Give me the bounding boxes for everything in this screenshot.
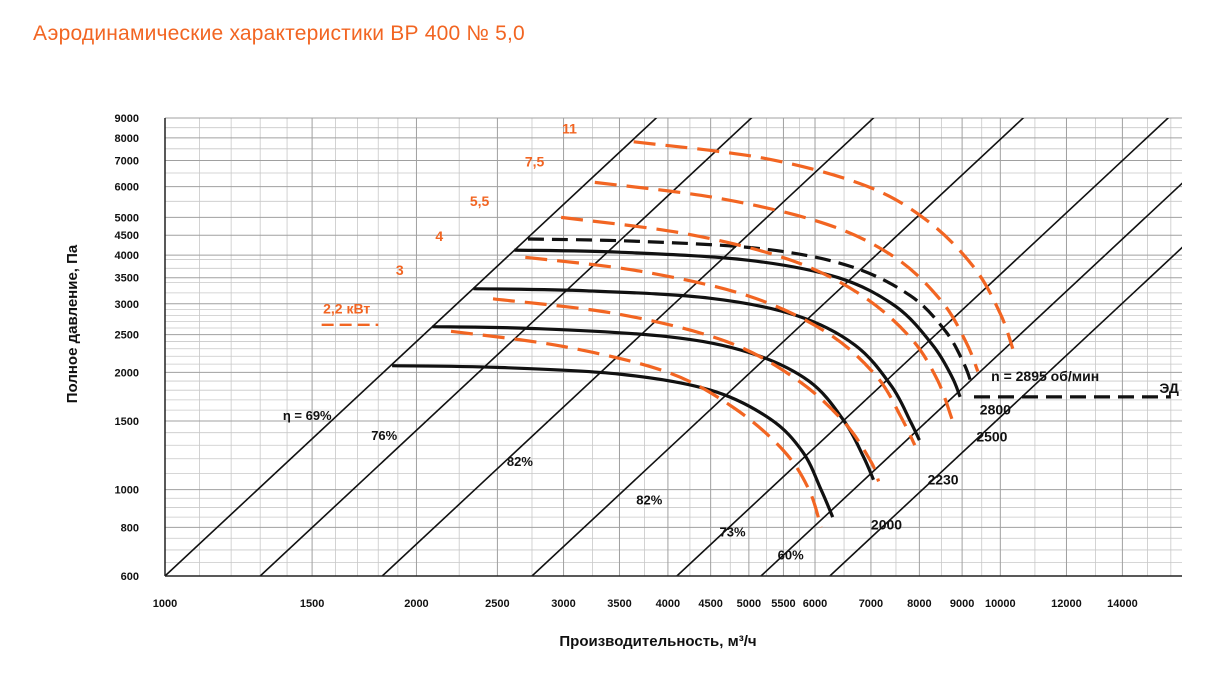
y-tick-label: 1000 <box>115 485 139 497</box>
axes: 1000 1500 2000 2500 3000 3500 4000 4500 5000 5500… <box>115 113 1182 610</box>
y-tick-label: 1500 <box>115 416 139 428</box>
efficiency-line <box>165 118 658 576</box>
power-curve-7-5 <box>594 180 980 373</box>
efficiency-label: 76% <box>371 428 397 443</box>
y-tick-label: 3500 <box>115 273 139 285</box>
speed-label: 2000 <box>871 516 902 532</box>
x-tick-label: 10000 <box>985 598 1016 610</box>
efficiency-line <box>676 118 1170 576</box>
power-label: 11 <box>562 121 577 137</box>
y-axis-label: Полное давление, Па <box>64 244 81 403</box>
page-title: Аэродинамические характеристики ВР 400 №… <box>33 22 525 45</box>
x-tick-label: 12000 <box>1051 598 1082 610</box>
y-tick-label: 4500 <box>115 230 139 242</box>
y-tick-label: 7000 <box>115 156 139 168</box>
y-tick-label: 2500 <box>115 330 139 342</box>
efficiency-lines <box>165 118 1182 576</box>
efficiency-line <box>259 118 753 576</box>
x-axis-label: Производительность, м³/ч <box>559 633 756 650</box>
efficiency-label: 60% <box>778 547 804 562</box>
speed-label: n = 2895 об/мин <box>991 368 1099 384</box>
x-tick-label: 5500 <box>771 598 795 610</box>
y-tick-label: 6000 <box>115 182 139 194</box>
power-label: 5,5 <box>470 193 490 209</box>
y-tick-label: 600 <box>121 571 139 583</box>
power-label: 2,2 кВт <box>323 301 370 317</box>
power-curve-11 <box>633 140 1015 350</box>
x-tick-label: 8000 <box>907 598 931 610</box>
x-tick-label: 9000 <box>950 598 974 610</box>
y-tick-label: 9000 <box>115 113 139 125</box>
efficiency-label: 82% <box>507 454 533 469</box>
y-tick-label: 3000 <box>115 299 139 311</box>
x-tick-label: 2500 <box>485 598 509 610</box>
efficiency-line <box>381 118 875 576</box>
efficiency-line <box>760 182 1182 576</box>
x-tick-label: 6000 <box>803 598 827 610</box>
speed-label: 2230 <box>927 472 958 488</box>
efficiency-label: η = 69% <box>283 408 332 423</box>
x-tick-label: 4500 <box>698 598 722 610</box>
speed-label: 2500 <box>976 428 1007 444</box>
power-label: 4 <box>435 228 443 244</box>
power-label: 3 <box>396 262 404 278</box>
x-tick-label: 7000 <box>859 598 883 610</box>
x-tick-label: 5000 <box>737 598 761 610</box>
dashed-curve-n-2895-об-мин <box>527 237 974 387</box>
speed-curve-2800 <box>514 248 962 398</box>
speed-curve-2500 <box>473 287 921 441</box>
power-curve-2-2-кВт <box>450 329 823 528</box>
speed-label: ЭД <box>1159 380 1179 396</box>
speed-curve-2000 <box>392 364 835 518</box>
speed-label: 2800 <box>980 401 1011 417</box>
efficiency-line <box>829 246 1182 576</box>
x-tick-label: 1000 <box>153 598 177 610</box>
y-tick-label: 4000 <box>115 250 139 262</box>
y-tick-label: 5000 <box>115 212 139 224</box>
power-curve-4 <box>525 255 917 446</box>
series <box>392 140 1171 528</box>
x-tick-label: 3500 <box>607 598 631 610</box>
efficiency-label: 73% <box>720 525 746 540</box>
x-tick-label: 4000 <box>656 598 680 610</box>
efficiency-label: 82% <box>636 493 662 508</box>
x-tick-label: 14000 <box>1107 598 1138 610</box>
power-label: 7,5 <box>525 154 545 170</box>
grid <box>164 117 1182 577</box>
x-tick-label: 1500 <box>300 598 324 610</box>
y-tick-label: 8000 <box>115 133 139 145</box>
x-tick-label: 2000 <box>404 598 428 610</box>
curve-labels: 2,2 кВт 3 4 5,5 7,5 11 2000 2230 2500 2800 n = 289… <box>283 121 1179 563</box>
y-tick-label: 2000 <box>115 367 139 379</box>
x-tick-label: 3000 <box>551 598 575 610</box>
efficiency-line <box>531 118 1025 576</box>
power-curve-3 <box>492 297 881 482</box>
y-tick-label: 800 <box>121 522 139 534</box>
power-curve-5-5 <box>560 215 954 420</box>
